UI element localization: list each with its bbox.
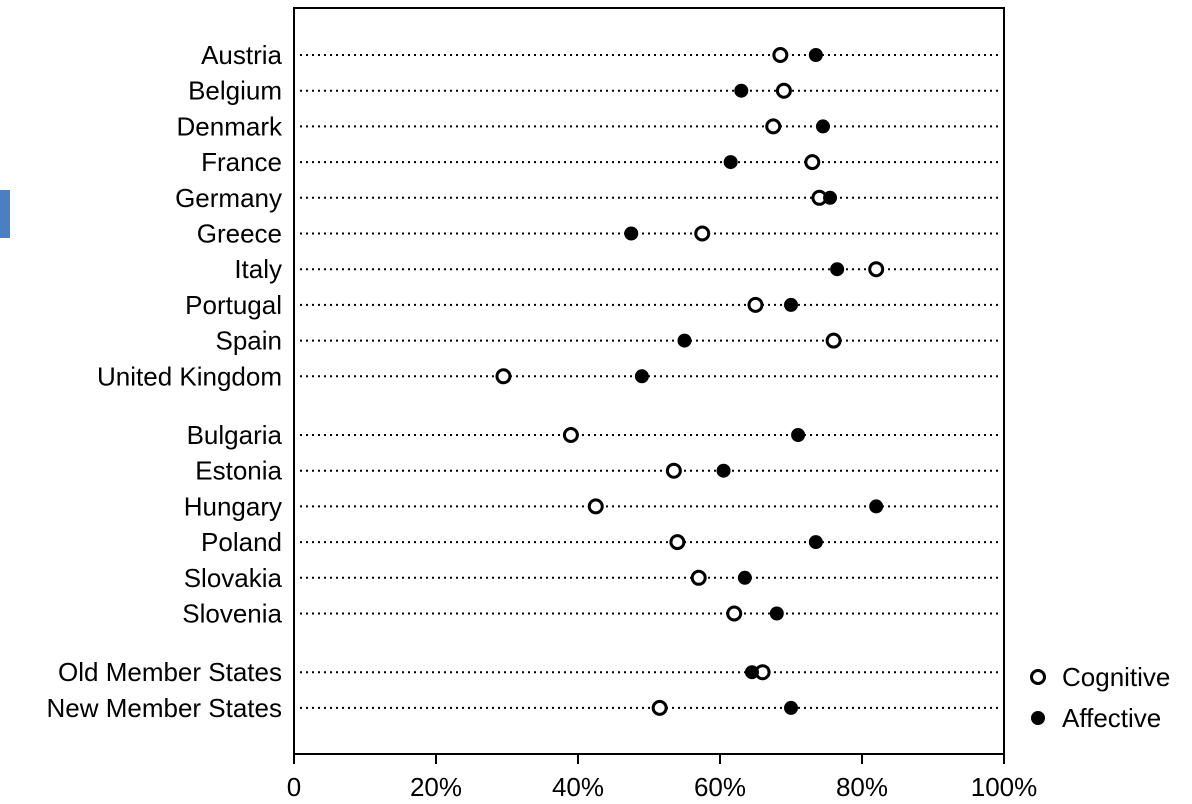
cognitive-point-france	[804, 154, 821, 171]
affective-point-portugal	[784, 297, 798, 312]
affective-point-spain	[677, 333, 692, 348]
cognitive-point-austria	[772, 47, 789, 63]
affective-point-estonia	[716, 463, 731, 478]
x-tick-label-80: 80%	[836, 772, 888, 802]
affective-point-austria	[808, 48, 823, 62]
plot-frame	[293, 7, 1005, 755]
cognitive-point-hungary	[587, 498, 604, 515]
category-label-hungary: Hungary	[184, 491, 282, 521]
category-label-denmark: Denmark	[177, 111, 283, 141]
cognitive-point-italy	[868, 261, 885, 278]
cognitive-point-spain	[825, 332, 842, 349]
category-label-slovenia: Slovenia	[182, 599, 282, 629]
affective-point-france	[723, 155, 738, 170]
affective-point-slovakia	[737, 570, 752, 585]
legend-cognitive-marker	[1030, 669, 1046, 685]
category-label-estonia: Estonia	[195, 456, 282, 486]
data-points	[495, 47, 885, 716]
category-label-spain: Spain	[216, 326, 283, 356]
affective-point-hungary	[869, 499, 884, 514]
cognitive-point-slovakia	[690, 569, 707, 586]
cognitive-point-united-kingdom	[495, 368, 512, 385]
left-accent-bar	[0, 190, 10, 238]
category-label-italy: Italy	[234, 254, 282, 284]
category-label-united-kingdom: United Kingdom	[97, 361, 282, 391]
x-tick-label-60: 60%	[694, 772, 746, 802]
cognitive-point-portugal	[747, 296, 764, 313]
legend-affective-marker	[1031, 711, 1045, 725]
category-label-new-member-states: New Member States	[46, 693, 282, 723]
affective-point-germany	[823, 190, 838, 205]
legend: Cognitive Affective	[1030, 662, 1170, 733]
category-label-poland: Poland	[201, 527, 282, 557]
x-tick-label-100: 100%	[971, 772, 1038, 802]
affective-point-slovenia	[769, 606, 784, 621]
cognitive-point-belgium	[775, 82, 792, 99]
cognitive-point-new-member-states	[651, 699, 668, 716]
affective-point-united-kingdom	[634, 369, 649, 384]
cognitive-point-estonia	[665, 462, 682, 479]
category-label-slovakia: Slovakia	[184, 563, 283, 593]
category-label-greece: Greece	[197, 219, 282, 249]
x-tick-label-40: 40%	[552, 772, 604, 802]
affective-point-denmark	[815, 119, 830, 134]
row-guide-lines	[300, 54, 1002, 709]
category-label-austria: Austria	[201, 40, 282, 70]
affective-point-bulgaria	[791, 428, 806, 442]
cognitive-point-poland	[669, 534, 686, 551]
affective-point-italy	[830, 262, 845, 277]
affective-point-new-member-states	[784, 700, 798, 715]
x-tick-label-0: 0	[287, 772, 301, 802]
x-axis: 0 20% 40% 60% 80% 100%	[287, 754, 1037, 802]
affective-point-belgium	[734, 83, 749, 98]
x-tick-label-20: 20%	[410, 772, 462, 802]
category-label-germany: Germany	[175, 183, 282, 213]
cognitive-point-denmark	[765, 118, 782, 135]
affective-point-old-member-states	[744, 665, 759, 680]
cognitive-point-slovenia	[726, 605, 743, 622]
category-label-belgium: Belgium	[188, 76, 282, 106]
affective-point-greece	[624, 226, 639, 241]
cognitive-point-bulgaria	[562, 427, 579, 443]
cognitive-point-greece	[694, 225, 711, 242]
affective-point-poland	[808, 535, 823, 550]
category-label-france: France	[201, 147, 282, 177]
category-label-bulgaria: Bulgaria	[187, 420, 283, 450]
category-labels: Austria Belgium Denmark France Germany Greece…	[46, 40, 283, 723]
legend-cognitive-label: Cognitive	[1062, 662, 1170, 692]
category-label-old-member-states: Old Member States	[58, 657, 282, 687]
category-label-portugal: Portugal	[185, 290, 282, 320]
legend-affective-label: Affective	[1062, 703, 1161, 733]
